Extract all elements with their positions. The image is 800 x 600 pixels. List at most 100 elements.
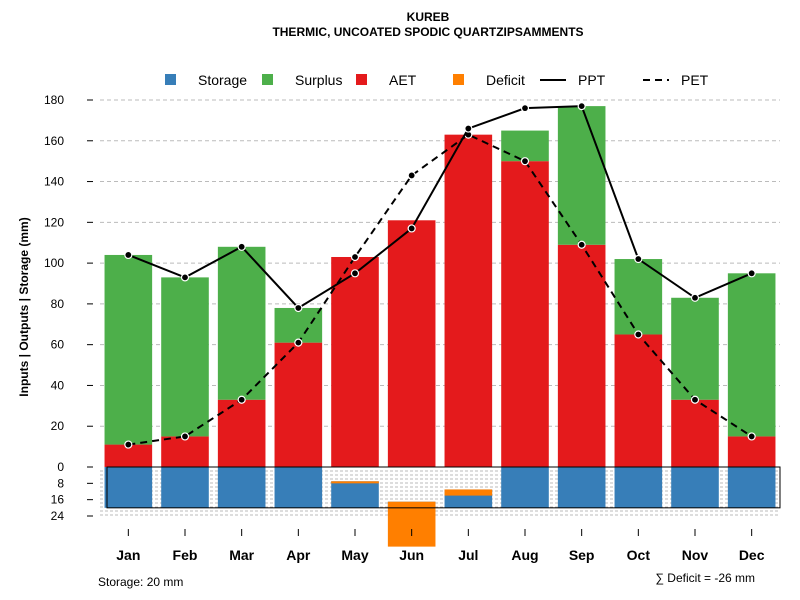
pet-point [124, 440, 133, 449]
x-tick-label: May [341, 547, 368, 563]
pet-point [237, 395, 246, 404]
storage-bar [501, 467, 549, 508]
ppt-point [237, 242, 246, 251]
ppt-point [350, 269, 360, 278]
x-tick-label: Sep [569, 547, 595, 563]
x-tick-label: Apr [286, 547, 311, 563]
pet-point [577, 240, 586, 249]
aet-bar [727, 436, 776, 467]
x-tick-label: Jul [458, 547, 478, 563]
chart-subtitle: THERMIC, UNCOATED SPODIC QUARTZIPSAMMENT… [272, 25, 583, 39]
legend-swatch [262, 74, 273, 85]
pet-point [747, 432, 756, 441]
ppt-point [294, 303, 303, 313]
legend-label: Surplus [295, 72, 342, 88]
storage-bar [331, 481, 379, 508]
aet-bar [444, 134, 493, 467]
deficit-bar [331, 481, 379, 484]
x-tick-label: Aug [511, 547, 538, 563]
storage-bar [161, 467, 209, 508]
ppt-line [127, 105, 753, 310]
storage-tick-label: 8 [57, 476, 64, 490]
pet-point [520, 157, 530, 166]
aet-bar [501, 161, 549, 467]
storage-tick-label: 16 [51, 493, 65, 507]
surplus-bar [501, 130, 549, 162]
pet-point [294, 338, 303, 347]
bars [104, 106, 776, 467]
ppt-point [124, 250, 133, 260]
storage-bar [274, 467, 323, 508]
legend-label: Storage [198, 72, 247, 88]
surplus-bar [274, 307, 323, 343]
pet-line [128, 133, 753, 446]
storage-bar [614, 467, 663, 508]
surplus-bar [104, 254, 153, 445]
ppt-point [747, 269, 756, 278]
deficit-note: ∑ Deficit = -26 mm [655, 571, 755, 585]
ppt-point [690, 293, 700, 302]
storage-bar [217, 467, 266, 508]
aet-bar [217, 399, 266, 467]
x-tick-label: Feb [173, 547, 198, 563]
legend-swatch [453, 74, 464, 85]
aet-bar [557, 244, 606, 467]
aet-bar [104, 444, 153, 467]
y-axis-label: Inputs | Outputs | Storage (mm) [17, 217, 31, 396]
x-axis: Jan Feb Mar Apr May Jun Jul Aug Sep Oct Nov Dec [116, 529, 765, 563]
legend-swatch [356, 74, 367, 85]
storage-bar [671, 467, 719, 508]
aet-bar [387, 220, 436, 467]
storage-tick-label: 24 [51, 509, 65, 523]
chart-title: KUREB [407, 10, 450, 24]
legend-label: PPT [578, 72, 606, 88]
legend-swatch [165, 74, 176, 85]
deficit-bar [387, 501, 436, 547]
legend-label: PET [681, 72, 709, 88]
surplus-bar [557, 106, 606, 245]
surplus-bar [727, 273, 776, 437]
pet-point [350, 252, 360, 262]
pet-point [407, 171, 416, 180]
storage-capacity-box [106, 466, 781, 509]
storage-bar [557, 467, 606, 508]
pet-point [634, 330, 643, 339]
ppt-point [634, 254, 643, 264]
x-tick-label: Nov [682, 547, 709, 563]
ppt-point [180, 273, 190, 282]
y-tick-label: 40 [51, 378, 65, 392]
y-tick-label: 120 [44, 215, 64, 229]
aet-bar [331, 256, 379, 467]
storage-note: Storage: 20 mm [98, 575, 183, 589]
y-tick-label: 180 [44, 93, 64, 107]
storage-bar [727, 467, 776, 508]
x-tick-label: Oct [627, 547, 651, 563]
x-tick-label: Jan [116, 547, 140, 563]
surplus-bar [614, 259, 663, 335]
y-tick-label: 20 [51, 419, 65, 433]
aet-bar [614, 334, 663, 467]
surplus-bar [217, 246, 266, 400]
ppt-point [407, 224, 416, 233]
ppt-point [577, 102, 586, 111]
aet-bar [274, 342, 323, 467]
surplus-bar [671, 297, 719, 400]
x-tick-label: Dec [739, 547, 765, 563]
aet-bar [161, 436, 209, 467]
lines [124, 102, 756, 449]
surplus-bar [161, 277, 209, 437]
legend-label: AET [389, 72, 417, 88]
storage-area [100, 466, 781, 547]
ppt-point [464, 124, 473, 133]
pet-point [180, 432, 190, 441]
legend: Storage Surplus AET Deficit PPT PET [165, 72, 709, 88]
y-axis: 0 20 40 60 80 100 120 140 160 180 8 16 24 [44, 93, 93, 523]
storage-bar [104, 467, 153, 508]
x-tick-label: Mar [229, 547, 254, 563]
x-tick-label: Jun [399, 547, 424, 563]
y-tick-label: 60 [51, 338, 65, 352]
y-tick-label: 0 [57, 460, 64, 474]
ppt-point [520, 104, 530, 113]
y-tick-label: 80 [51, 297, 65, 311]
